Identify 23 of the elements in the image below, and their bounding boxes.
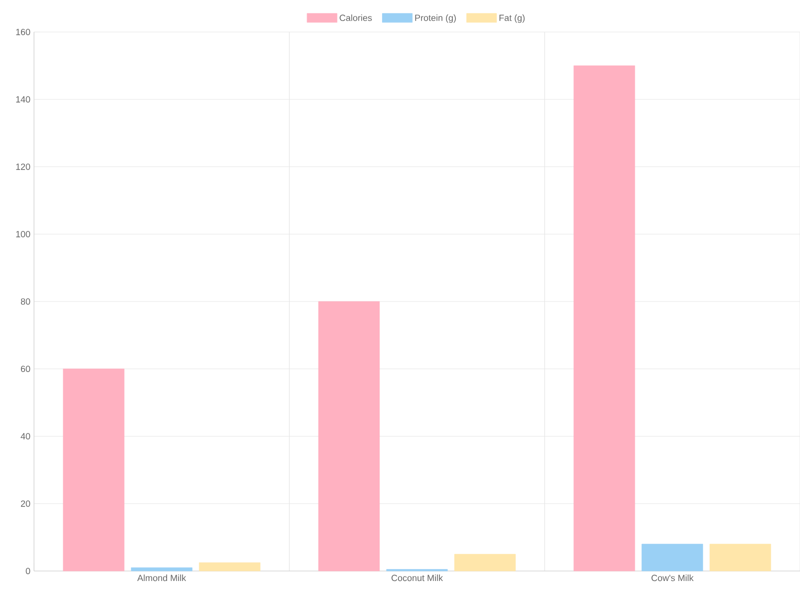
x-tick-label: Cow's Milk <box>652 574 694 582</box>
x-tick-label: Coconut Milk <box>392 574 443 582</box>
y-tick-label: 100 <box>16 230 30 238</box>
y-tick-label: 0 <box>26 568 30 574</box>
y-tick-label: 20 <box>20 500 30 507</box>
bar <box>62 368 124 572</box>
y-tick-label: 80 <box>20 298 30 305</box>
bar <box>130 567 192 572</box>
bar <box>318 301 380 572</box>
bar <box>454 554 516 572</box>
bar <box>710 544 772 572</box>
legend-label: Protein (g) <box>415 14 456 23</box>
y-tick-label: 140 <box>16 96 30 103</box>
y-tick-label: 40 <box>20 433 30 440</box>
bar <box>574 65 636 572</box>
bar <box>198 562 260 572</box>
x-tick-label: Almond Milk <box>137 574 186 582</box>
y-tick-label: 60 <box>20 366 30 372</box>
y-tick-label: 160 <box>16 28 30 36</box>
y-tick-label: 120 <box>16 164 30 170</box>
legend-label: Fat (g) <box>499 14 525 23</box>
legend-label: Calories <box>340 14 372 22</box>
bar <box>642 544 704 572</box>
